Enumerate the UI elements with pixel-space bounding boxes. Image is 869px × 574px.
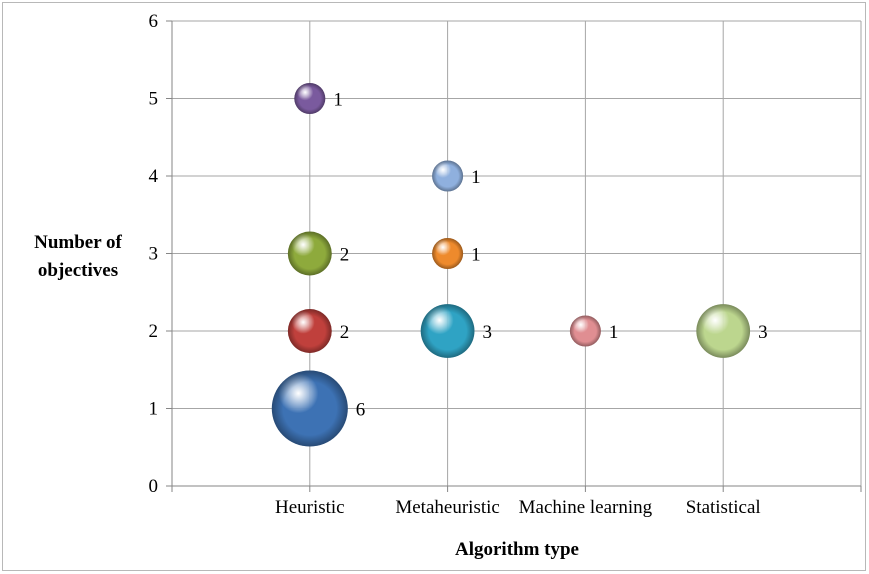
y-axis-title-line-1: Number of xyxy=(34,232,122,253)
y-axis-title-line-2: objectives xyxy=(38,260,118,281)
bubble-shade xyxy=(696,304,751,358)
bubble-shade xyxy=(294,82,326,115)
x-tick-label: Machine learning xyxy=(519,497,653,518)
y-tick-label: 0 xyxy=(149,476,159,497)
data-label: 3 xyxy=(758,322,768,343)
x-axis-title: Algorithm type xyxy=(455,539,579,560)
y-tick-label: 2 xyxy=(149,321,159,342)
bubble-shade xyxy=(287,309,332,353)
x-tick-label: Statistical xyxy=(686,497,761,518)
y-tick-label: 4 xyxy=(149,166,159,187)
data-label: 1 xyxy=(333,90,343,111)
data-label: 2 xyxy=(340,245,350,266)
data-label: 1 xyxy=(471,245,481,266)
axes: 0 1 2 3 4 5 6 Heuristic Metaheuristic Machine lea… xyxy=(149,11,862,518)
bubble-shade xyxy=(287,231,332,276)
bubble-shade xyxy=(271,370,348,447)
data-labels: 1 2 2 6 1 1 3 1 3 xyxy=(333,90,767,421)
x-tick-label: Heuristic xyxy=(275,497,345,518)
bubble-shade xyxy=(569,315,601,347)
bubble-shade xyxy=(432,237,464,270)
y-tick-label: 1 xyxy=(149,399,159,420)
data-label: 6 xyxy=(356,400,366,421)
bubble-shade xyxy=(420,304,475,358)
data-label: 2 xyxy=(340,322,350,343)
data-label: 1 xyxy=(609,322,619,343)
data-label: 3 xyxy=(482,322,492,343)
y-tick-label: 3 xyxy=(149,244,159,265)
data-label: 1 xyxy=(471,167,481,188)
y-tick-label: 5 xyxy=(149,89,159,110)
bubble-shade xyxy=(432,160,464,192)
bubbles xyxy=(271,82,751,447)
y-tick-label: 6 xyxy=(149,11,159,32)
x-tick-label: Metaheuristic xyxy=(395,497,499,518)
